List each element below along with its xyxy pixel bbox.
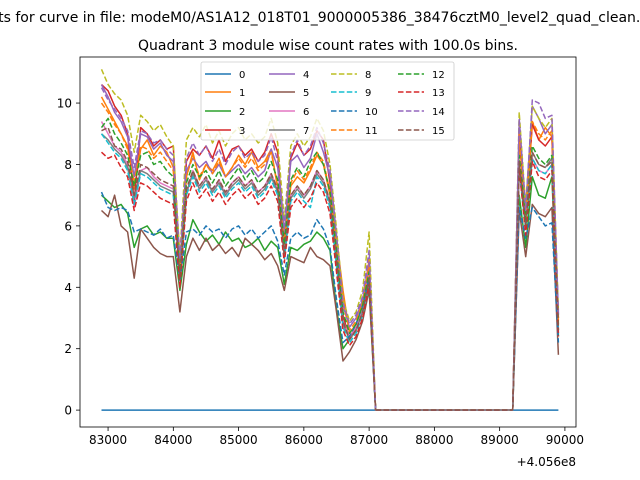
legend-label-9: 9 <box>365 88 371 99</box>
plot-frame <box>79 56 577 428</box>
series-line-10-segment-2 <box>511 206 560 411</box>
series-line-7-segment-0 <box>100 133 377 411</box>
legend-label-7: 7 <box>303 126 309 137</box>
legend-label-3: 3 <box>239 126 245 137</box>
x-tick-label: 89000 <box>481 433 519 447</box>
series-line-10-segment-0 <box>100 191 377 411</box>
y-tick-label: 0 <box>64 404 72 418</box>
series-line-14-segment-2 <box>511 99 560 411</box>
series-line-2-segment-2 <box>511 176 560 411</box>
x-tick-label: 87000 <box>350 433 388 447</box>
y-tick-label: 8 <box>64 158 72 172</box>
y-axis: 0 2 4 6 8 10 <box>57 97 80 418</box>
series-line-15-segment-0 <box>101 126 377 411</box>
y-tick-label: 6 <box>64 219 72 233</box>
x-tick-label: 88000 <box>415 433 453 447</box>
x-tick-label: 84000 <box>154 433 192 447</box>
series-line-14-segment-0 <box>100 87 377 411</box>
legend-label-14: 14 <box>432 107 445 118</box>
legend-label-11: 11 <box>365 126 378 137</box>
series-line-12-segment-0 <box>100 117 377 411</box>
series-line-8-segment-2 <box>511 105 560 411</box>
legend-label-8: 8 <box>365 70 371 81</box>
legend-label-10: 10 <box>365 107 378 118</box>
legend-label-12: 12 <box>432 70 445 81</box>
y-tick-label: 2 <box>64 342 72 356</box>
legend-label-13: 13 <box>432 88 445 99</box>
legend-label-4: 4 <box>303 70 309 81</box>
y-tick-label: 4 <box>64 281 72 295</box>
series-lines <box>100 69 560 411</box>
x-tick-label: 83000 <box>89 433 127 447</box>
x-tick-label: 86000 <box>285 433 323 447</box>
legend-box <box>200 61 455 141</box>
series-line-15-segment-2 <box>511 151 560 411</box>
legend-label-15: 15 <box>432 126 445 137</box>
legend-label-1: 1 <box>239 88 245 99</box>
series-line-5-segment-0 <box>100 194 377 411</box>
legend-label-2: 2 <box>239 107 245 118</box>
x-tick-label: 90000 <box>546 433 584 447</box>
figure-suptitle: Plots for curve in file: modeM0/AS1A12_0… <box>0 10 640 26</box>
series-line-4-segment-0 <box>100 84 377 411</box>
legend-label-5: 5 <box>303 88 309 99</box>
x-axis-offset-label: +4.056e8 <box>517 455 576 469</box>
y-tick-label: 10 <box>57 97 72 111</box>
series-line-11-segment-2 <box>511 120 560 411</box>
x-axis: 83000 84000 85000 86000 87000 88000 89000 90000 <box>89 427 584 447</box>
series-line-13-segment-0 <box>100 151 377 411</box>
legend-label-0: 0 <box>239 70 245 81</box>
series-line-5-segment-2 <box>511 203 560 411</box>
legend-label-6: 6 <box>303 107 309 118</box>
axes-title: Quadrant 3 module wise count rates with … <box>138 38 518 54</box>
x-tick-label: 85000 <box>219 433 257 447</box>
